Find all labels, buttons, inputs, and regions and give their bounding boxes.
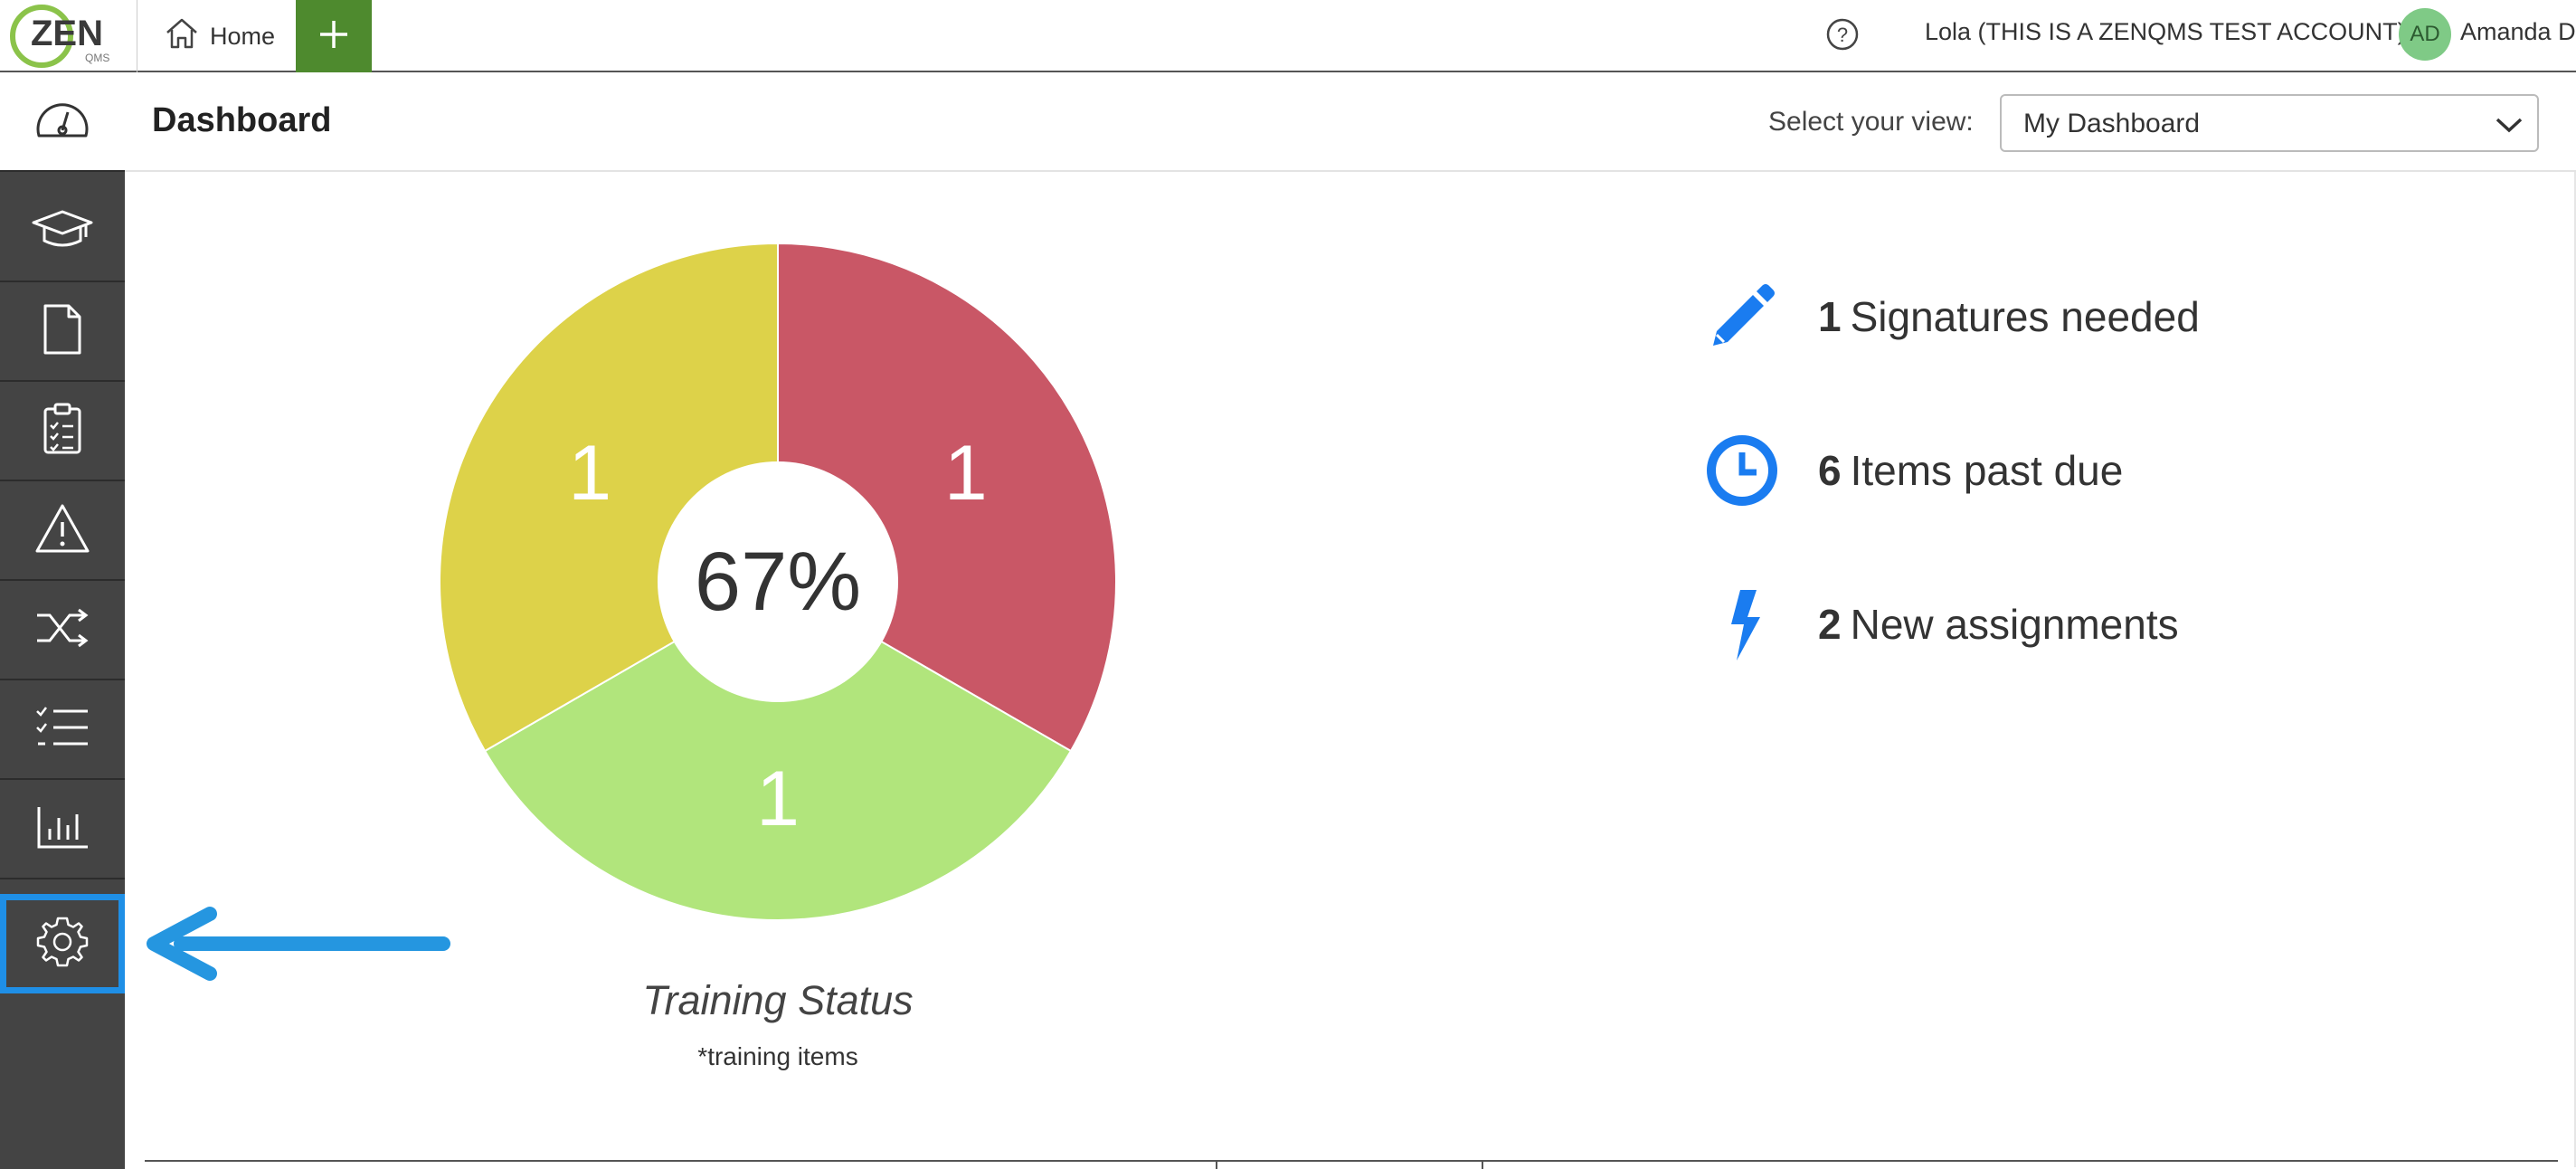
stat-number: 6 <box>1818 447 1842 494</box>
warning-icon <box>33 502 91 559</box>
pie-slice-label: 1 <box>756 756 800 842</box>
pie-slice-label: 1 <box>944 430 988 517</box>
chart-center-label: 67% <box>695 536 861 628</box>
donut-hole <box>658 461 898 702</box>
lightning-icon <box>1700 583 1784 666</box>
sidebar-item-settings[interactable] <box>0 894 125 993</box>
stat-past-due[interactable]: 6 Items past due <box>1700 425 2123 516</box>
view-select-value: My Dashboard <box>2023 109 2201 138</box>
checklist-icon <box>33 704 91 756</box>
plus-icon <box>318 19 349 54</box>
home-tab-label: Home <box>210 22 276 50</box>
page-title: Dashboard <box>152 101 332 139</box>
sidebar-item-dashboard[interactable] <box>0 72 125 172</box>
pie-slice[interactable] <box>483 580 1073 921</box>
svg-text:?: ? <box>1837 24 1848 46</box>
account-name[interactable]: Lola (THIS IS A ZENQMS TEST ACCOUNT) <box>1925 18 2406 45</box>
chart-title: Training Status <box>642 977 914 1023</box>
sidebar-item-issues[interactable] <box>0 481 125 581</box>
clock-icon <box>1700 429 1784 512</box>
scroll-track <box>2574 172 2576 1167</box>
sidebar <box>0 72 125 1169</box>
stat-signatures[interactable]: 1 Signatures needed <box>1700 271 2200 362</box>
sidebar-item-lists[interactable] <box>0 680 125 780</box>
stat-label: Signatures needed <box>1850 293 2200 340</box>
top-bar: ZEN QMS Home ? Lola (THIS IS A ZENQMS TE… <box>0 0 2576 72</box>
bar-chart-icon <box>35 803 90 855</box>
chart-subtitle: *training items <box>697 1042 858 1070</box>
page-header: Dashboard Select your view: My Dashboard <box>125 72 2576 172</box>
home-icon <box>165 17 199 56</box>
stat-label: New assignments <box>1850 601 2179 648</box>
tab-home[interactable]: Home <box>137 0 296 72</box>
sidebar-item-documents[interactable] <box>0 282 125 382</box>
stat-number: 1 <box>1818 293 1842 340</box>
zenqms-logo[interactable]: ZEN QMS <box>0 0 137 72</box>
sidebar-item-training[interactable] <box>0 183 125 282</box>
avatar[interactable]: AD <box>2399 8 2451 61</box>
sidebar-item-reports[interactable] <box>0 780 125 879</box>
annotation-arrow <box>147 907 450 981</box>
document-icon <box>40 302 85 361</box>
gauge-icon <box>33 96 91 147</box>
pie-slice-label: 1 <box>568 430 611 517</box>
view-select-label: Select your view: <box>1768 107 1974 137</box>
table-column-divider <box>1482 1160 1483 1169</box>
table-top-border <box>145 1160 2558 1162</box>
pencil-icon <box>1700 275 1784 358</box>
logo-text: ZEN <box>31 14 103 53</box>
stat-new-assignments[interactable]: 2 New assignments <box>1700 579 2179 670</box>
logo-subtext: QMS <box>85 52 109 64</box>
table-column-divider <box>1216 1160 1217 1169</box>
sidebar-item-checklists[interactable] <box>0 382 125 481</box>
view-select[interactable]: My Dashboard <box>2000 94 2539 152</box>
help-icon[interactable]: ? <box>1824 16 1861 57</box>
sidebar-item-workflows[interactable] <box>0 581 125 680</box>
stat-number: 2 <box>1818 601 1842 648</box>
clipboard-icon <box>40 402 85 461</box>
shuffle-icon <box>33 604 91 656</box>
user-name[interactable]: Amanda D <box>2460 18 2576 45</box>
add-tab-button[interactable] <box>296 0 372 72</box>
gear-icon <box>36 916 89 973</box>
graduation-cap-icon <box>30 206 95 258</box>
stat-label: Items past due <box>1850 447 2124 494</box>
